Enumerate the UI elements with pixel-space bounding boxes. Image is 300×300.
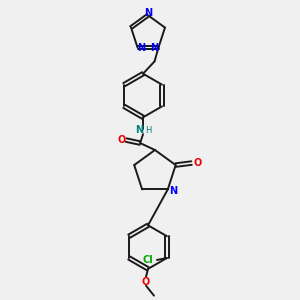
- Text: N: N: [151, 43, 159, 52]
- Text: N: N: [135, 125, 143, 135]
- Text: N: N: [144, 8, 152, 18]
- Text: H: H: [145, 126, 151, 135]
- Text: N: N: [169, 186, 177, 197]
- Text: Cl: Cl: [143, 255, 153, 265]
- Text: O: O: [117, 135, 125, 145]
- Text: O: O: [142, 277, 150, 287]
- Text: N: N: [137, 43, 146, 52]
- Text: O: O: [194, 158, 202, 168]
